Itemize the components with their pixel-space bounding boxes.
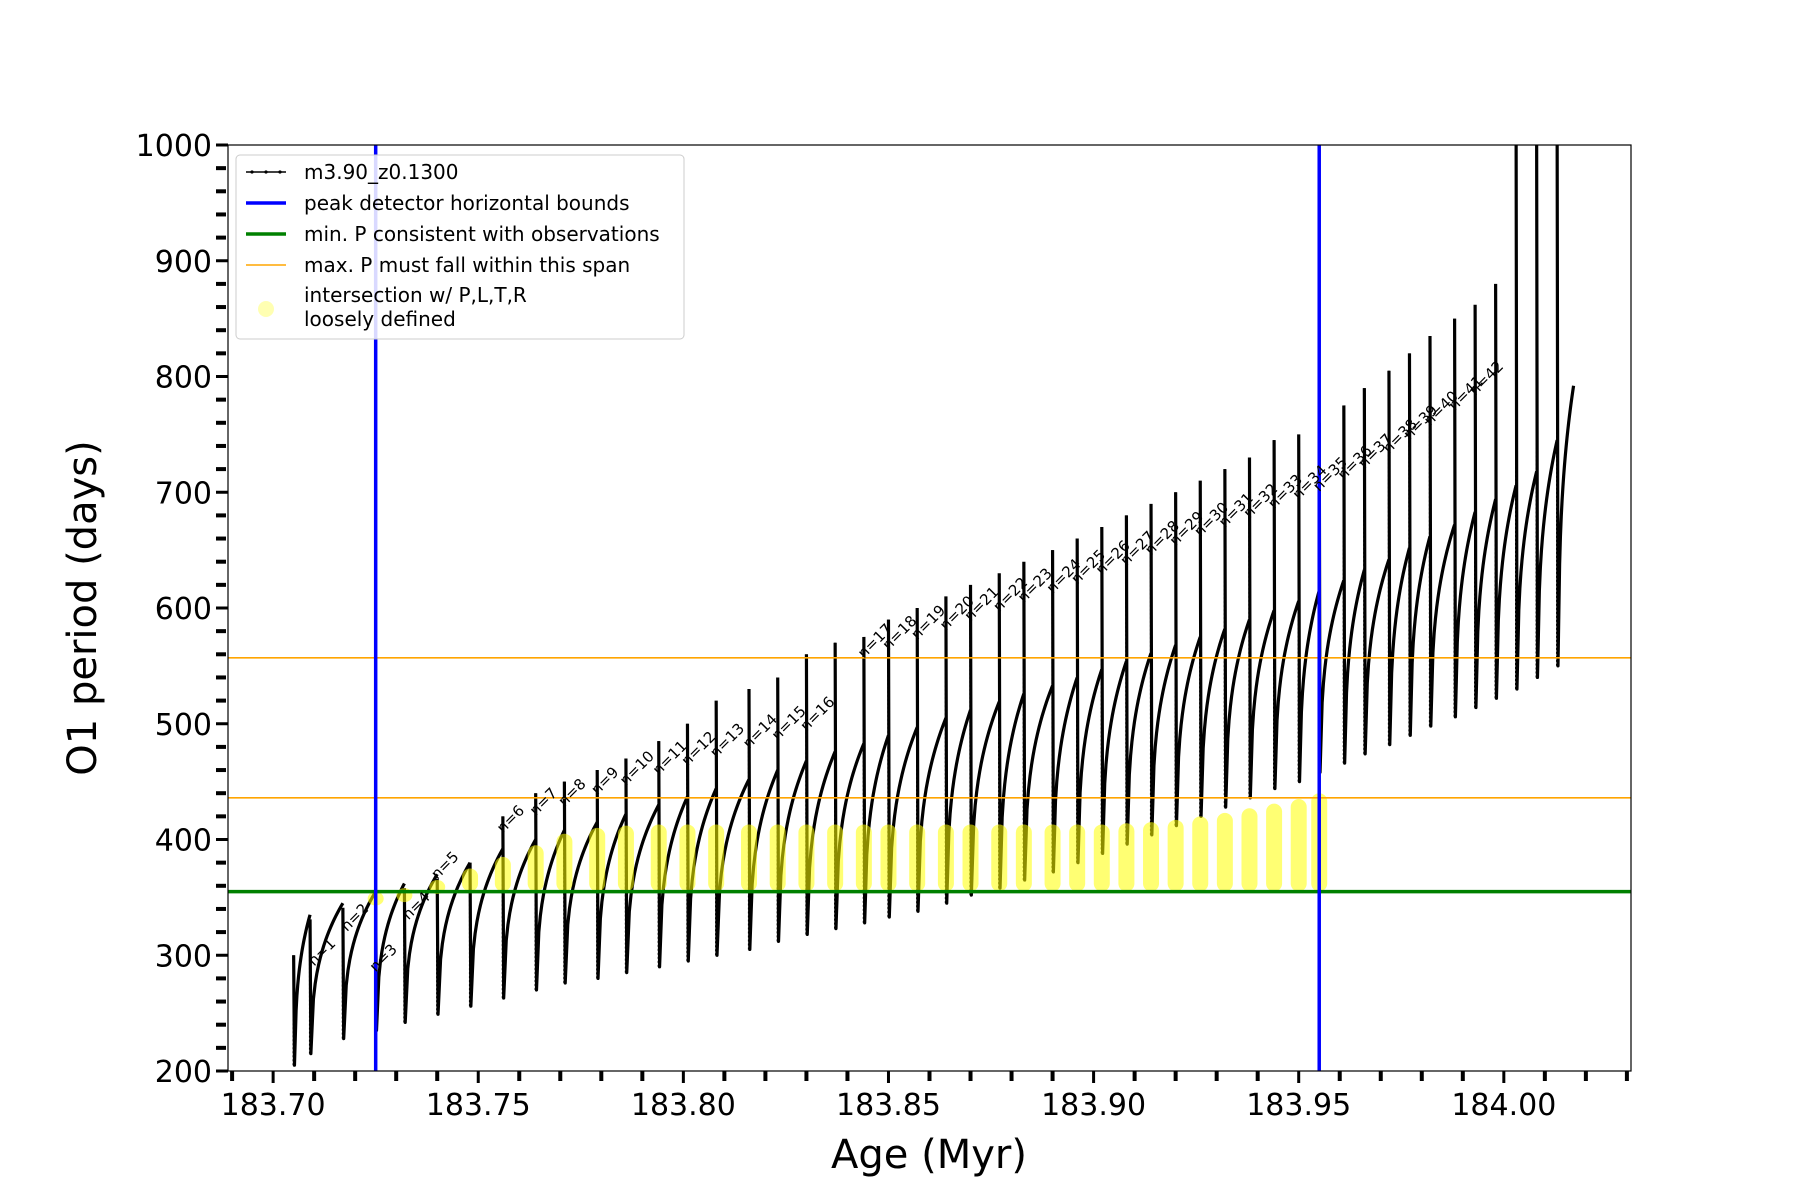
intersection-point: [1044, 824, 1061, 892]
legend-label-intersection: intersection w/ P,L,T,R: [304, 283, 527, 307]
x-tick-label: 183.85: [836, 1088, 941, 1123]
intersection-point: [991, 824, 1008, 892]
intersection-point: [494, 856, 511, 892]
y-tick-label: 400: [155, 824, 212, 859]
intersection-point: [1015, 824, 1032, 892]
legend-label-min-period: min. P consistent with observations: [304, 222, 660, 246]
y-axis-title: O1 period (days): [60, 440, 106, 775]
track-cycle: [1174, 492, 1202, 828]
intersection-point: [1093, 824, 1110, 892]
legend-label-max-span: max. P must fall within this span: [304, 253, 630, 277]
intersection-point: [855, 824, 872, 892]
track-cycle: [1050, 550, 1079, 874]
track-cycle: [1342, 405, 1366, 765]
x-tick-label: 183.70: [221, 1088, 326, 1123]
y-tick-label: 1000: [136, 129, 212, 164]
intersection-point: [1118, 823, 1135, 892]
intersection-point: [589, 827, 606, 892]
x-tick-label: 183.75: [426, 1088, 531, 1123]
track-cycle: [1387, 370, 1412, 747]
intersection-point: [880, 824, 897, 892]
y-tick-label: 200: [155, 1055, 212, 1090]
intersection-point: [769, 824, 786, 892]
track-cycle: [1223, 469, 1251, 809]
plot-frame: [227, 144, 1632, 1072]
track-cycle: [1297, 434, 1321, 784]
intersection-point: [1069, 824, 1086, 892]
track-cycle: [1317, 422, 1346, 774]
legend: m3.90_z0.1300 peak detector horizontal b…: [235, 154, 685, 340]
y-tick-label: 600: [155, 592, 212, 627]
intersection-point: [527, 845, 544, 892]
track-cycle: [1272, 440, 1301, 791]
track-cycle: [1407, 353, 1432, 737]
legend-label-bounds: peak detector horizontal bounds: [304, 191, 630, 215]
track-cycle: [915, 607, 948, 913]
track-cycle: [944, 596, 973, 905]
intersection-point: [1290, 798, 1307, 892]
y-tick-label: 800: [155, 361, 212, 396]
track-cycle: [308, 902, 345, 1056]
y-tick-label: 500: [155, 708, 212, 743]
track-cycle: [1535, 145, 1559, 680]
track-cycle: [1022, 561, 1055, 882]
track-cycle: [997, 573, 1026, 890]
track-cycle: [1247, 457, 1276, 800]
y-axis-ticks: 200 300 400 500 600 700 800 900 1000: [136, 129, 228, 1090]
track-cycle: [1428, 335, 1457, 728]
legend-label-intersection-line2: loosely defined: [304, 307, 456, 331]
track-cycle: [1473, 304, 1498, 710]
track-cycle: [1362, 388, 1391, 756]
legend-swatch-intersection: [258, 301, 274, 317]
intersection-point: [1266, 803, 1283, 892]
legend-box: [235, 154, 685, 340]
y-tick-label: 300: [155, 939, 212, 974]
track-cycle: [595, 770, 628, 980]
track-cycle: [1075, 538, 1104, 865]
track-cycle: [1555, 145, 1576, 668]
x-tick-label: 184.00: [1451, 1088, 1556, 1123]
legend-marker-track: [250, 170, 254, 174]
legend-marker-track: [278, 170, 282, 174]
intersection-point: [740, 824, 757, 892]
intersection-point: [650, 824, 667, 892]
track-cycle: [1100, 526, 1128, 855]
legend-label-track: m3.90_z0.1300: [304, 160, 459, 184]
intersection-point: [1192, 816, 1209, 892]
track-cycle: [968, 584, 1001, 897]
intersection-point: [798, 824, 815, 892]
intersection-point: [909, 824, 926, 892]
intersection-point: [827, 824, 844, 892]
x-tick-label: 183.95: [1246, 1088, 1351, 1123]
intersection-point: [1241, 808, 1258, 892]
track-cycle: [1453, 318, 1477, 719]
x-axis-title: Age (Myr): [831, 1132, 1027, 1178]
intersection-point: [1216, 812, 1233, 892]
intersection-point: [462, 868, 479, 892]
intersection-point: [617, 825, 634, 892]
y-tick-label: 700: [155, 476, 212, 511]
intersection-point: [708, 824, 725, 892]
x-tick-label: 183.80: [631, 1088, 736, 1123]
track-cycle: [1494, 283, 1518, 700]
intersection-point: [556, 833, 573, 892]
x-tick-label: 183.90: [1041, 1088, 1146, 1123]
track-cycle: [1514, 145, 1539, 691]
legend-marker-track: [264, 170, 268, 174]
intersection-point: [679, 824, 696, 892]
intersection-point: [1167, 819, 1184, 892]
track-cycle: [1124, 515, 1153, 846]
intersection-point: [962, 824, 979, 892]
x-axis-ticks: 183.70 183.75 183.80 183.85 183.90 183.95 184.…: [221, 1071, 1629, 1123]
y-tick-label: 900: [155, 245, 212, 280]
intersection-point: [937, 824, 954, 892]
track-cycle: [292, 914, 312, 1067]
intersection-point: [1143, 822, 1160, 892]
track-cycle: [1198, 480, 1227, 818]
